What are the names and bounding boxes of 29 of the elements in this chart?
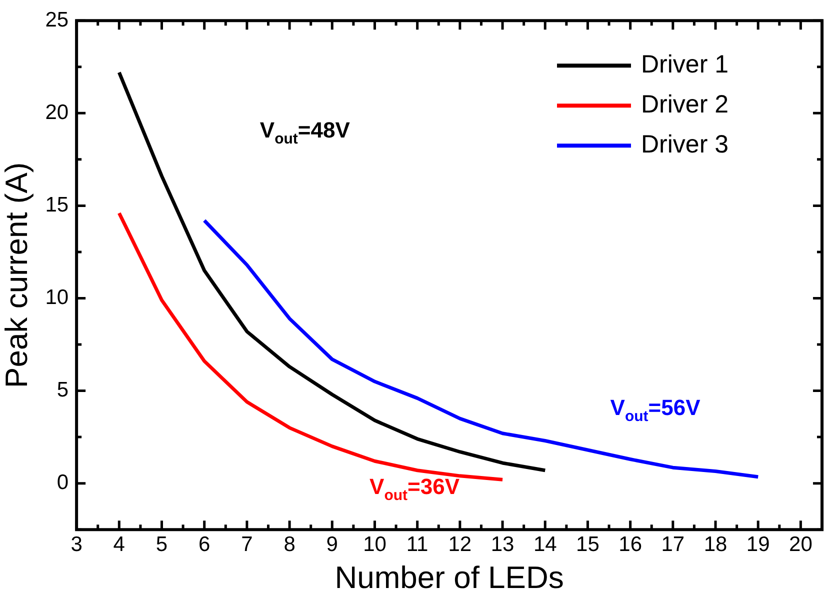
y-axis-title: Peak current (A) [0,162,34,388]
y-tick-label: 15 [45,193,69,216]
x-tick-label: 8 [284,532,296,556]
x-tick-label: 12 [448,532,472,556]
legend-label: Driver 2 [641,90,729,118]
x-axis-title: Number of LEDs [334,560,564,595]
y-tick-label: 5 [56,378,69,402]
y-tick-label: 0 [56,471,69,494]
y-tick-label: 25 [45,8,69,32]
legend-label: Driver 3 [641,130,729,158]
x-tick-label: 5 [156,532,168,556]
x-tick-label: 13 [490,532,514,556]
x-tick-label: 3 [70,532,82,556]
x-tick-label: 10 [363,532,386,556]
legend-label: Driver 1 [641,50,729,78]
y-tick-label: 10 [45,286,69,310]
x-tick-label: 7 [241,532,253,556]
x-tick-label: 14 [533,532,558,556]
x-tick-label: 16 [618,532,642,556]
x-tick-label: 4 [113,532,126,556]
x-tick-label: 6 [198,532,210,556]
x-tick-label: 20 [789,532,812,556]
x-tick-label: 18 [704,532,728,556]
y-tick-label: 20 [45,100,69,124]
x-tick-label: 17 [661,532,685,556]
x-tick-label: 15 [576,532,600,556]
x-tick-label: 9 [326,532,338,556]
x-tick-label: 11 [406,532,428,556]
x-tick-label: 19 [746,532,770,556]
